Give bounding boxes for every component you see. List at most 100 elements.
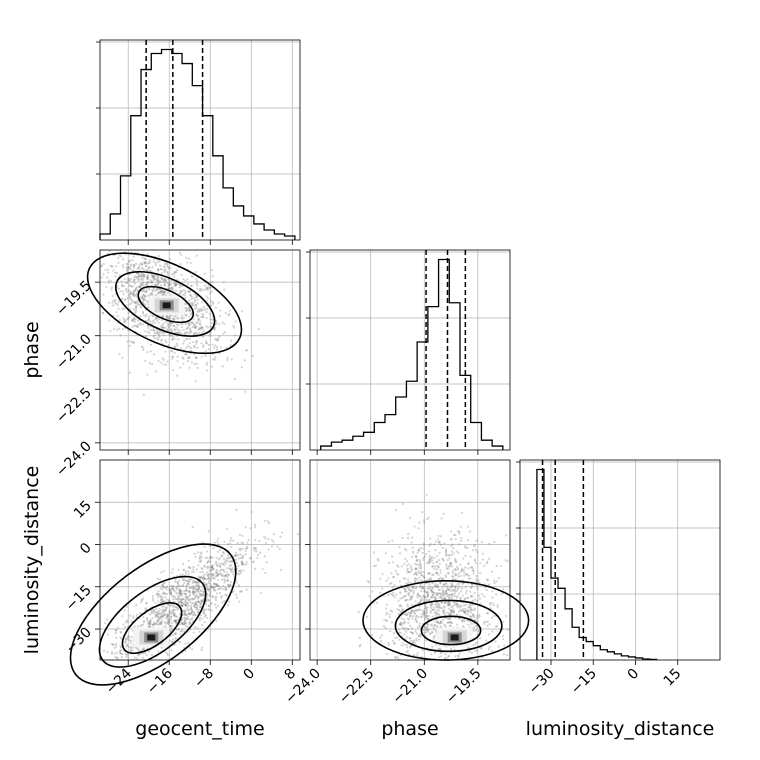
sample-point xyxy=(180,290,183,293)
sample-point xyxy=(170,591,173,594)
sample-point xyxy=(178,641,182,644)
sample-point xyxy=(212,547,215,550)
sample-point xyxy=(222,281,225,284)
sample-point xyxy=(227,573,230,576)
sample-point xyxy=(168,283,171,286)
sample-point xyxy=(185,589,188,592)
sample-point xyxy=(125,605,129,608)
sample-point xyxy=(252,560,256,563)
sample-point xyxy=(469,604,472,607)
sample-point xyxy=(450,537,453,541)
sample-point xyxy=(395,593,398,596)
sample-point xyxy=(403,595,406,598)
sample-point xyxy=(399,621,402,624)
sample-point xyxy=(172,605,175,608)
scatter-points xyxy=(357,493,509,660)
sample-point xyxy=(403,643,406,646)
sample-point xyxy=(155,278,158,281)
sample-point xyxy=(183,613,187,616)
sample-point xyxy=(439,652,442,655)
sample-point xyxy=(215,574,219,578)
sample-point xyxy=(397,657,400,660)
sample-point xyxy=(195,588,198,591)
sample-point xyxy=(172,282,175,285)
sample-point xyxy=(461,609,464,612)
sample-point xyxy=(427,614,431,618)
sample-point xyxy=(401,608,404,611)
sample-point xyxy=(387,643,390,646)
sample-point xyxy=(200,355,203,358)
sample-point xyxy=(437,606,440,609)
sample-point xyxy=(241,562,244,565)
sample-point xyxy=(144,315,147,318)
sample-point xyxy=(460,537,463,540)
sample-point xyxy=(174,622,178,625)
sample-point xyxy=(411,632,414,635)
sample-point xyxy=(175,605,178,609)
sample-point xyxy=(200,326,203,329)
sample-point xyxy=(153,277,156,280)
sample-point xyxy=(176,618,179,622)
sample-point xyxy=(205,310,208,314)
sample-point xyxy=(200,326,203,329)
sample-point xyxy=(417,572,421,575)
sample-point xyxy=(431,565,434,568)
sample-point xyxy=(203,621,206,624)
sample-point xyxy=(419,583,422,586)
sample-point xyxy=(129,639,132,643)
sample-point xyxy=(147,300,150,303)
sample-point xyxy=(199,593,202,596)
sample-point xyxy=(209,333,212,336)
sample-point xyxy=(201,345,205,349)
sample-point xyxy=(397,573,400,576)
sample-point xyxy=(221,551,225,554)
sample-point xyxy=(134,325,137,328)
sample-point xyxy=(415,614,419,617)
sample-point xyxy=(213,577,216,580)
sample-point xyxy=(256,553,260,556)
sample-point xyxy=(114,302,117,306)
sample-point xyxy=(259,591,262,595)
sample-point xyxy=(177,627,180,630)
sample-point xyxy=(162,280,166,284)
sample-point xyxy=(169,267,172,270)
sample-point xyxy=(398,580,401,583)
sample-point xyxy=(430,589,433,592)
sample-point xyxy=(165,315,169,318)
sample-point xyxy=(212,358,215,361)
sample-point xyxy=(419,563,422,566)
sample-point xyxy=(228,564,231,568)
sample-point xyxy=(470,583,474,586)
sample-point xyxy=(439,569,442,572)
sample-point xyxy=(146,262,149,265)
density-cell xyxy=(162,302,171,309)
sample-point xyxy=(158,292,161,295)
sample-point xyxy=(141,282,144,285)
sample-point xyxy=(463,611,466,614)
sample-point xyxy=(225,571,228,574)
sample-point xyxy=(138,285,141,288)
sample-point xyxy=(164,609,167,612)
sample-point xyxy=(450,597,453,600)
sample-point xyxy=(188,345,191,349)
scatter-points xyxy=(102,508,300,660)
sample-point xyxy=(474,629,478,632)
sample-point xyxy=(215,583,218,586)
sample-point xyxy=(452,608,455,611)
sample-point xyxy=(392,591,395,594)
sample-point xyxy=(506,560,509,563)
sample-point xyxy=(183,332,186,335)
sample-point xyxy=(184,592,187,595)
sample-point xyxy=(123,609,126,612)
sample-point xyxy=(151,291,154,294)
sample-point xyxy=(126,626,129,629)
sample-point xyxy=(155,332,158,335)
sample-point xyxy=(473,615,476,619)
sample-point xyxy=(177,600,181,603)
sample-point xyxy=(206,574,209,577)
sample-point xyxy=(209,556,213,559)
sample-point xyxy=(424,614,427,617)
sample-point xyxy=(157,321,160,324)
sample-point xyxy=(141,296,145,299)
sample-point xyxy=(185,624,188,628)
